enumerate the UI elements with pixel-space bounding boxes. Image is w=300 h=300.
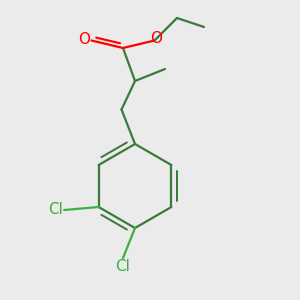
Text: O: O [150, 31, 162, 46]
Text: Cl: Cl [48, 202, 63, 217]
Text: Cl: Cl [116, 259, 130, 274]
Text: O: O [78, 32, 90, 46]
